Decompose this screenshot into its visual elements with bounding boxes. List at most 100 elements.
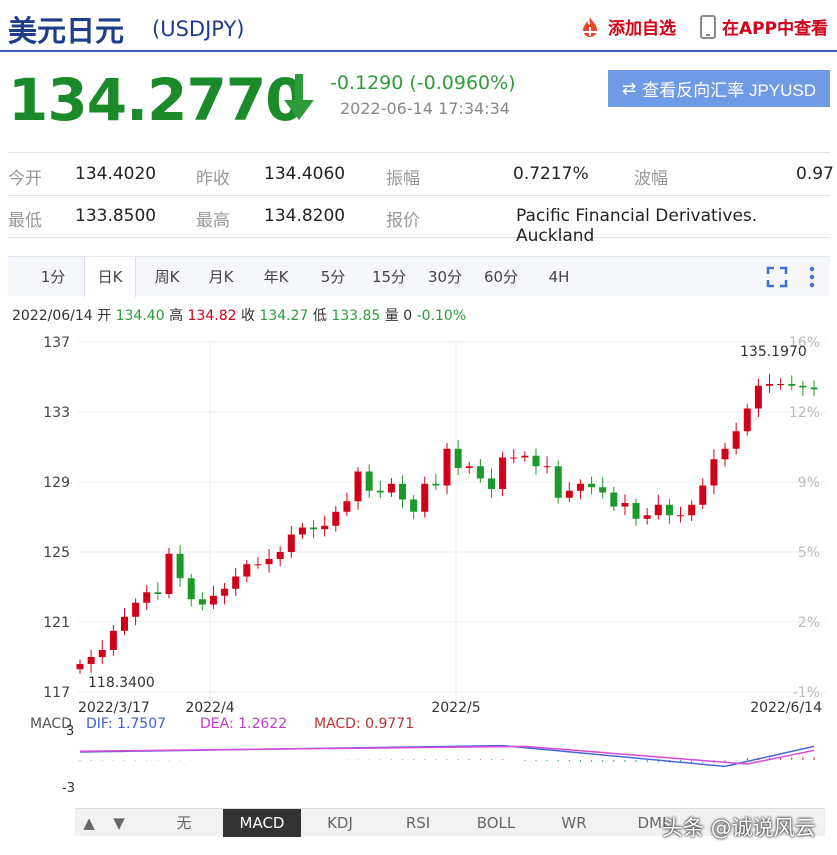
candle — [754, 385, 762, 409]
tab-monthly[interactable]: 月K — [208, 268, 234, 286]
candle — [421, 483, 429, 512]
candle — [432, 483, 440, 486]
ohlc-volume-label: 量 — [384, 308, 399, 324]
ohlc-close-label: 收 — [240, 308, 255, 324]
stats-divider-bottom — [8, 237, 830, 238]
tab-daily[interactable]: 日K — [84, 257, 136, 297]
ohlc-open-label: 开 — [97, 308, 112, 324]
indicator-kdj[interactable]: KDJ — [327, 814, 353, 832]
open-label: 今开 — [8, 169, 42, 189]
tab-5min[interactable]: 5分 — [320, 268, 346, 286]
x-tick-label: 2022/5 — [431, 700, 480, 716]
y-right-tick-label: 2% — [798, 615, 820, 631]
stats-divider-top — [8, 152, 830, 153]
y-tick-label: 133 — [43, 405, 70, 421]
max-price-label: 135.1970 — [740, 344, 807, 360]
candlestick-chart[interactable]: 137 133 129 125 121 117 16% 12% 9% 5% 2% -1% 135.197… — [0, 330, 837, 808]
ohlc-volume: 0 — [403, 308, 413, 324]
candle — [476, 466, 484, 479]
indicator-rsi[interactable]: RSI — [405, 814, 431, 832]
flame-icon — [583, 16, 597, 37]
candle — [298, 527, 306, 535]
tab-weekly[interactable]: 周K — [154, 268, 180, 286]
indicator-wr[interactable]: WR — [561, 814, 587, 832]
period-tabs: 1分 日K 周K 月K 年K 5分 15分 30分 60分 4H — [8, 256, 830, 297]
indicator-dmi[interactable]: DMI — [637, 814, 667, 832]
candle — [743, 408, 751, 432]
y-right-tick-label: 12% — [789, 405, 820, 421]
candle — [543, 466, 551, 468]
candle — [654, 504, 662, 516]
fullscreen-icon[interactable] — [766, 266, 788, 288]
candle — [788, 384, 796, 386]
candle — [165, 553, 173, 594]
swap-icon: ⇄ — [621, 78, 637, 98]
candle — [721, 448, 729, 460]
ohlc-open: 134.40 — [115, 308, 165, 324]
quote-source-value: Pacific Financial Derivatives. Auckland — [516, 206, 758, 246]
dif-line — [79, 744, 815, 768]
indicator-macd[interactable]: MACD — [223, 809, 301, 837]
prev-close-value: 134.4060 — [264, 164, 346, 184]
down-arrow-icon — [284, 74, 314, 120]
min-price-label: 118.3400 — [88, 675, 155, 691]
more-menu-icon[interactable] — [808, 265, 816, 289]
current-price: 134.2770 — [8, 66, 306, 134]
app-view-label: 在APP中查看 — [722, 19, 829, 39]
y-tick-label: 137 — [43, 335, 70, 351]
candle — [643, 515, 651, 519]
dea-line — [79, 745, 815, 765]
add-favorite-button[interactable]: 添加自选 — [578, 14, 676, 39]
scroll-up-icon[interactable]: ▲ — [83, 814, 95, 832]
x-tick-label: 2022/4 — [185, 700, 234, 716]
candle — [443, 448, 451, 486]
amplitude-value: 0.7217% — [513, 164, 589, 184]
app-view-button[interactable]: 在APP中查看 — [700, 14, 828, 39]
candle — [365, 471, 373, 491]
tab-4h[interactable]: 4H — [548, 268, 570, 286]
tab-yearly[interactable]: 年K — [263, 268, 289, 286]
candle — [343, 501, 351, 512]
ohlc-change: -0.10% — [416, 308, 467, 324]
candle — [799, 385, 807, 388]
candle — [732, 431, 740, 449]
candle — [209, 595, 217, 605]
indicator-none[interactable]: 无 — [176, 814, 192, 832]
candle — [621, 503, 629, 507]
ohlc-high: 134.82 — [187, 308, 237, 324]
candle — [232, 576, 240, 589]
ohlc-low: 133.85 — [331, 308, 381, 324]
ohlc-high-label: 高 — [169, 308, 184, 324]
candle — [565, 490, 573, 498]
tab-15min[interactable]: 15分 — [371, 268, 407, 286]
ohlc-low-label: 低 — [312, 308, 327, 324]
tab-30min[interactable]: 30分 — [427, 268, 463, 286]
indicator-boll[interactable]: BOLL — [476, 814, 516, 832]
candle — [632, 503, 640, 519]
candle — [332, 511, 340, 526]
x-tick-label: 2022/6/14 — [750, 700, 822, 716]
low-label: 最低 — [8, 211, 42, 231]
candle — [499, 457, 507, 489]
candle — [132, 602, 140, 617]
candle — [376, 490, 384, 493]
y-tick-label: 129 — [43, 475, 70, 491]
candle — [777, 384, 785, 385]
y-right-tick-label: 9% — [798, 475, 820, 491]
candle — [487, 478, 495, 489]
y-right-tick-label: 16% — [789, 335, 820, 351]
candle — [665, 504, 673, 516]
quote-source-label: 报价 — [386, 211, 420, 231]
header-divider — [0, 50, 837, 52]
tab-60min[interactable]: 60分 — [483, 268, 519, 286]
candle — [521, 455, 529, 458]
scroll-down-icon[interactable]: ▼ — [113, 814, 125, 832]
amplitude-label: 振幅 — [386, 169, 420, 189]
tab-1min[interactable]: 1分 — [40, 268, 66, 286]
reverse-rate-button[interactable]: ⇄ 查看反向汇率 JPYUSD — [608, 70, 830, 107]
candle — [399, 483, 407, 500]
candle — [265, 559, 273, 565]
candle — [766, 384, 774, 386]
candle — [699, 485, 707, 505]
candle — [810, 387, 818, 390]
